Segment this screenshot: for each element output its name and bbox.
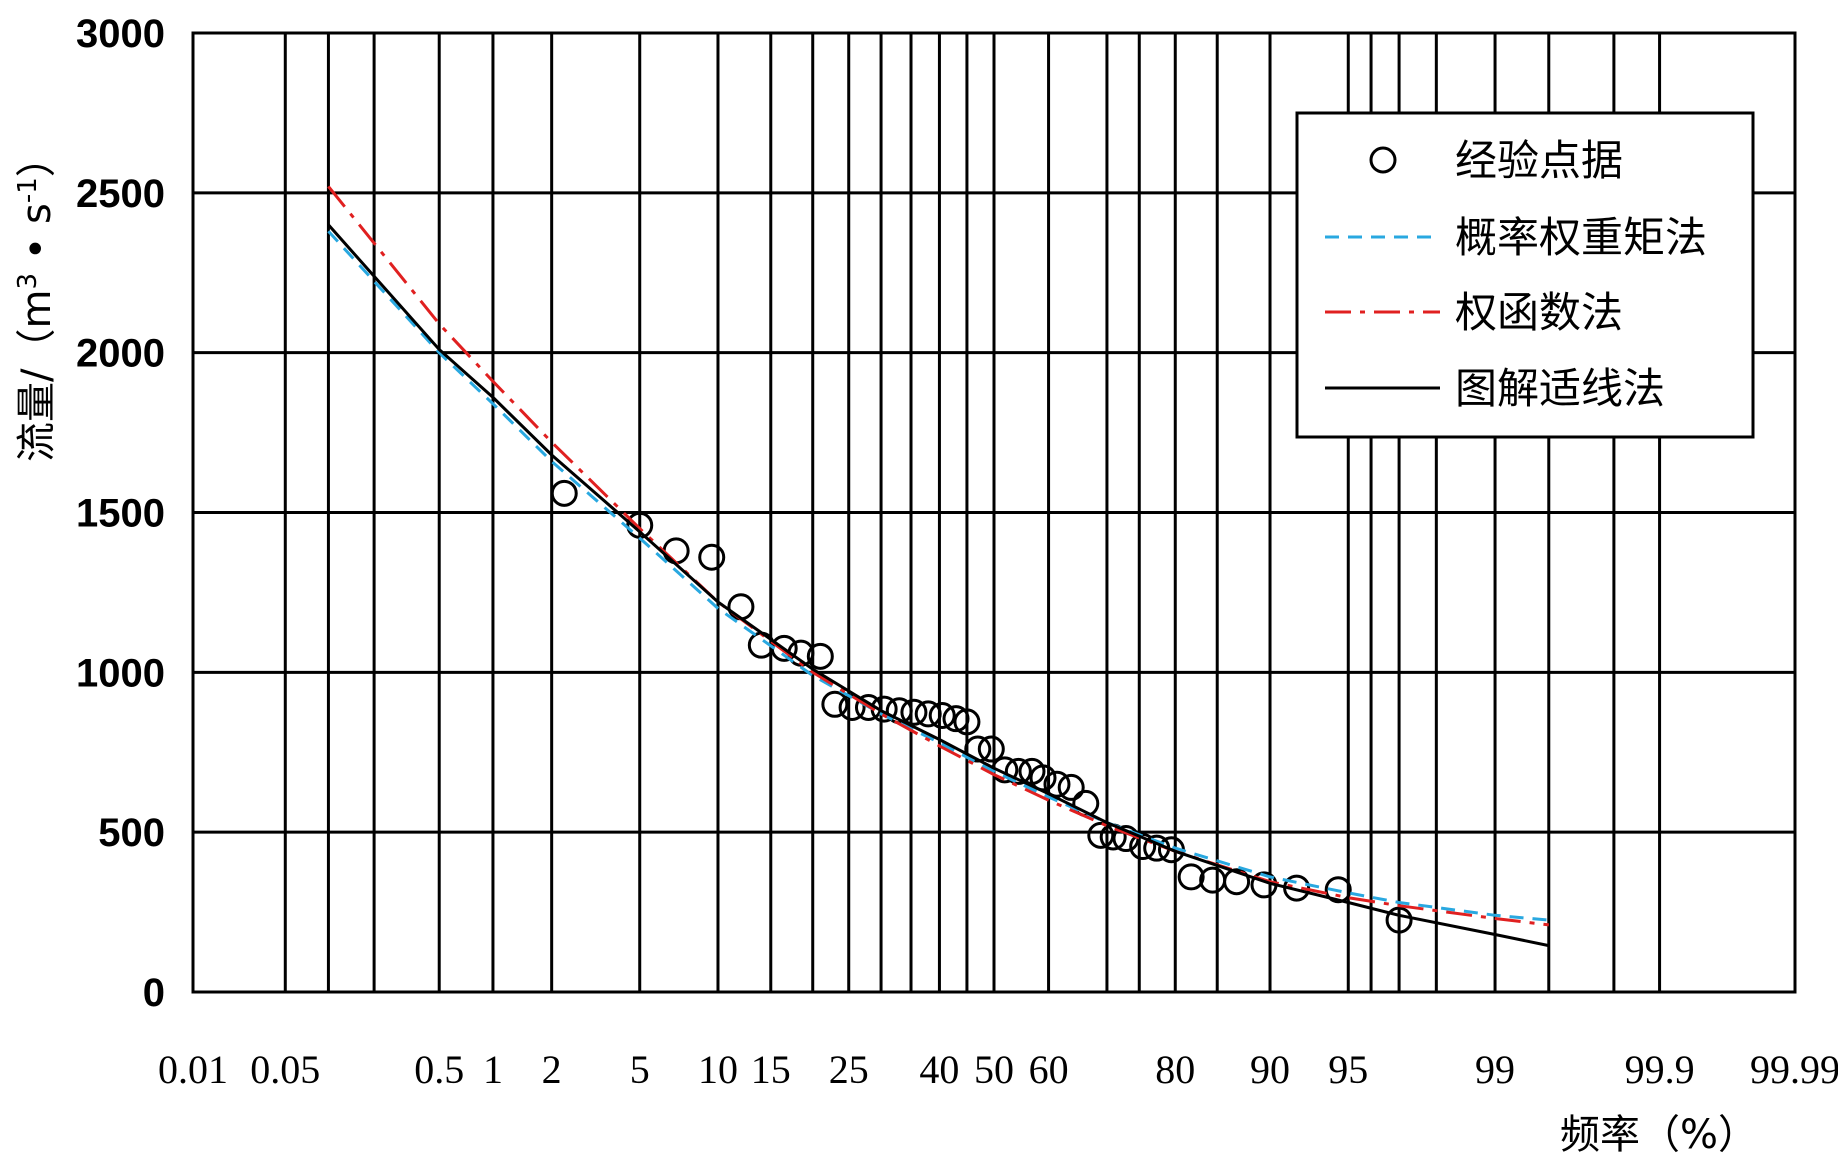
series-line-3 [327,223,1550,948]
x-tick-label: 99.9 [1625,1047,1695,1092]
legend-marker-empirical [1369,146,1397,174]
empirical-data-point [1057,773,1085,801]
empirical-data-point [914,700,942,728]
empirical-data-point [953,708,981,736]
empirical-data-point [900,698,928,726]
y-tick-label: 500 [98,811,165,855]
x-tick-label: 50 [974,1047,1014,1092]
empirical-data-point [928,701,956,729]
empirical-data-point [1043,770,1071,798]
legend: 经验点据 概率权重矩法 权函数法 图解适线法 [1295,111,1755,439]
empirical-data-point [1087,821,1115,849]
x-tick-label: 0.5 [414,1047,464,1092]
legend-label-pwm: 概率权重矩法 [1455,213,1707,262]
empirical-data-point [806,642,834,670]
empirical-data-point [977,735,1005,763]
legend-label-weight-function: 权函数法 [1455,288,1623,337]
x-tick-label: 1 [483,1047,503,1092]
y-axis-label-end: ） [14,137,60,177]
y-axis-label-sup1: 3 [13,273,43,290]
empirical-data-point [1004,757,1032,785]
y-axis-label-main: 流量/（m [14,290,60,462]
x-axis-label: 频率（%） [1560,1112,1758,1158]
x-tick-label: 99 [1475,1047,1515,1092]
x-tick-label: 5 [630,1047,650,1092]
x-tick-label: 10 [698,1047,738,1092]
series-layer [327,185,1550,948]
x-tick-label: 95 [1328,1047,1368,1092]
legend-label-empirical: 经验点据 [1455,136,1623,185]
plot-frame [191,31,1797,994]
series-line-2 [327,185,1549,927]
y-axis-label-mid: • s [14,203,60,273]
x-tick-label: 99.99 [1750,1047,1838,1092]
empirical-data-point [550,479,578,507]
empirical-data-point [838,693,866,721]
x-tick-label: 0.01 [158,1047,228,1092]
y-tick-label: 1500 [76,492,165,536]
y-tick-label: 3000 [76,12,165,56]
empirical-data-point [942,705,970,733]
y-axis-label: 流量/（m3 • s-1） [13,137,60,462]
y-tick-label: 2500 [76,172,165,216]
y-tick-label: 1000 [76,651,165,695]
legend-label-graphical-fit: 图解适线法 [1455,364,1665,413]
x-tick-label: 60 [1029,1047,1069,1092]
y-tick-label: 0 [143,971,165,1015]
empirical-data-point [821,690,849,718]
x-tick-label: 15 [751,1047,791,1092]
x-tick-label: 80 [1155,1047,1195,1092]
y-tick-label: 2000 [76,332,165,376]
x-tick-label: 2 [542,1047,562,1092]
empirical-data-point [698,543,726,571]
empirical-data-point [1177,863,1205,891]
y-axis-label-sup2: -1 [13,177,43,203]
x-tick-label: 90 [1250,1047,1290,1092]
x-tick-label: 25 [829,1047,869,1092]
empirical-data-point [662,537,690,565]
empirical-data-point [854,693,882,721]
empirical-data-point [1324,876,1352,904]
empirical-data-point [1385,906,1413,934]
series-line-1 [327,230,1549,922]
empirical-data-point [1223,868,1251,896]
empirical-data-point [727,593,755,621]
x-tick-label: 40 [919,1047,959,1092]
x-tick-label: 0.05 [250,1047,320,1092]
